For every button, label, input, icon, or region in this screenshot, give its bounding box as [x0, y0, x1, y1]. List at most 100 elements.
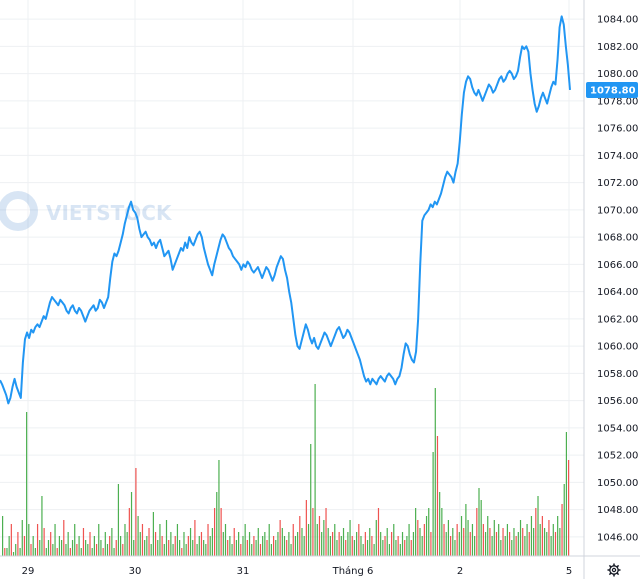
volume-bar [76, 544, 78, 556]
volume-bar [458, 532, 460, 556]
volume-bar [417, 520, 419, 556]
volume-bar [8, 536, 10, 556]
volume-bar [200, 532, 203, 556]
volume-bar [74, 524, 76, 556]
y-tick-label: 1064.00 [597, 287, 638, 298]
volume-bar [130, 492, 133, 556]
volume-bar [15, 544, 17, 556]
y-tick-label: 1082.00 [597, 42, 638, 53]
y-tick-label: 1062.00 [597, 314, 638, 325]
volume-bar [399, 544, 401, 556]
volume-bar [358, 524, 360, 556]
y-tick-label: 1056.00 [597, 396, 638, 407]
volume-bar [318, 516, 321, 556]
volume-bar [220, 508, 222, 556]
volume-bar [209, 536, 211, 556]
volume-bar [174, 536, 176, 556]
volume-bar [290, 544, 292, 556]
volume-bar [366, 540, 369, 556]
volume-bar [329, 536, 331, 556]
volume-bar [124, 524, 126, 556]
volume-bar [390, 532, 393, 556]
volume-bar [161, 536, 163, 556]
volume-bars [2, 384, 570, 556]
x-tick-label: 31 [237, 566, 250, 577]
volume-bar [39, 540, 41, 556]
gear-icon[interactable] [607, 563, 621, 577]
volume-bar [104, 532, 106, 556]
volume-bar [334, 524, 336, 556]
volume-bar [283, 536, 286, 556]
volume-bar [41, 496, 43, 556]
volume-bar [539, 524, 541, 556]
volume-bar [69, 548, 71, 556]
volume-bar [133, 540, 135, 556]
volume-bar [548, 520, 550, 556]
volume-bar [216, 492, 218, 556]
volume-bar [476, 508, 478, 556]
volume-bar [170, 532, 172, 556]
volume-bar [406, 536, 408, 556]
volume-bar [139, 532, 141, 556]
volume-bar [12, 552, 15, 556]
volume-bar [198, 536, 200, 556]
x-tick-label: Tháng 6 [332, 565, 374, 577]
volume-bar [307, 524, 310, 556]
volume-bar [135, 468, 137, 556]
volume-bar [196, 544, 198, 556]
volume-bar [347, 532, 349, 556]
volume-bar [26, 412, 28, 556]
volume-bar [98, 524, 100, 556]
volume-bar [61, 540, 63, 556]
y-tick-label: 1072.00 [597, 178, 638, 189]
volume-bar [524, 536, 526, 556]
volume-bar [126, 532, 128, 556]
volume-bar [345, 540, 347, 556]
volume-bar [207, 524, 209, 556]
volume-bar [128, 508, 130, 556]
volume-bar [32, 536, 34, 556]
volume-bar [554, 532, 557, 556]
volume-bar [482, 524, 484, 556]
volume-bar [176, 524, 179, 556]
volume-bar [189, 528, 192, 556]
y-tick-label: 1060.00 [597, 342, 638, 353]
volume-bar [78, 536, 80, 556]
volume-bar [509, 532, 511, 556]
volume-bar [533, 528, 535, 556]
volume-bar [489, 528, 491, 556]
volume-bar [310, 444, 312, 556]
volume-bar [150, 544, 152, 556]
volume-bar [415, 508, 417, 556]
volume-bar [163, 544, 165, 556]
volume-bar [493, 520, 495, 556]
volume-bar [393, 524, 395, 556]
volume-bar [6, 548, 8, 556]
volume-bar [469, 532, 471, 556]
volume-bar [456, 524, 458, 556]
volume-bar [23, 536, 26, 556]
volume-bar [154, 532, 157, 556]
volume-bar [401, 532, 404, 556]
volume-bar [471, 524, 474, 556]
volume-bar [67, 532, 69, 556]
volume-bar [397, 536, 399, 556]
volume-bar [423, 524, 425, 556]
volume-bar [146, 536, 148, 556]
volume-bar [537, 496, 539, 556]
volume-bar [447, 520, 450, 556]
volume-bar [137, 516, 139, 556]
volume-bar [465, 504, 467, 556]
volume-bar [552, 524, 554, 556]
volume-bar [384, 536, 386, 556]
volume-bar [360, 536, 362, 556]
volume-bar [331, 532, 334, 556]
volume-bar [369, 528, 371, 556]
volume-bar [238, 532, 240, 556]
volume-bar [213, 508, 216, 556]
volume-bar [106, 544, 109, 556]
volume-bar [526, 524, 528, 556]
volume-bar [95, 544, 98, 556]
volume-bar [240, 544, 242, 556]
volume-bar [194, 520, 196, 556]
